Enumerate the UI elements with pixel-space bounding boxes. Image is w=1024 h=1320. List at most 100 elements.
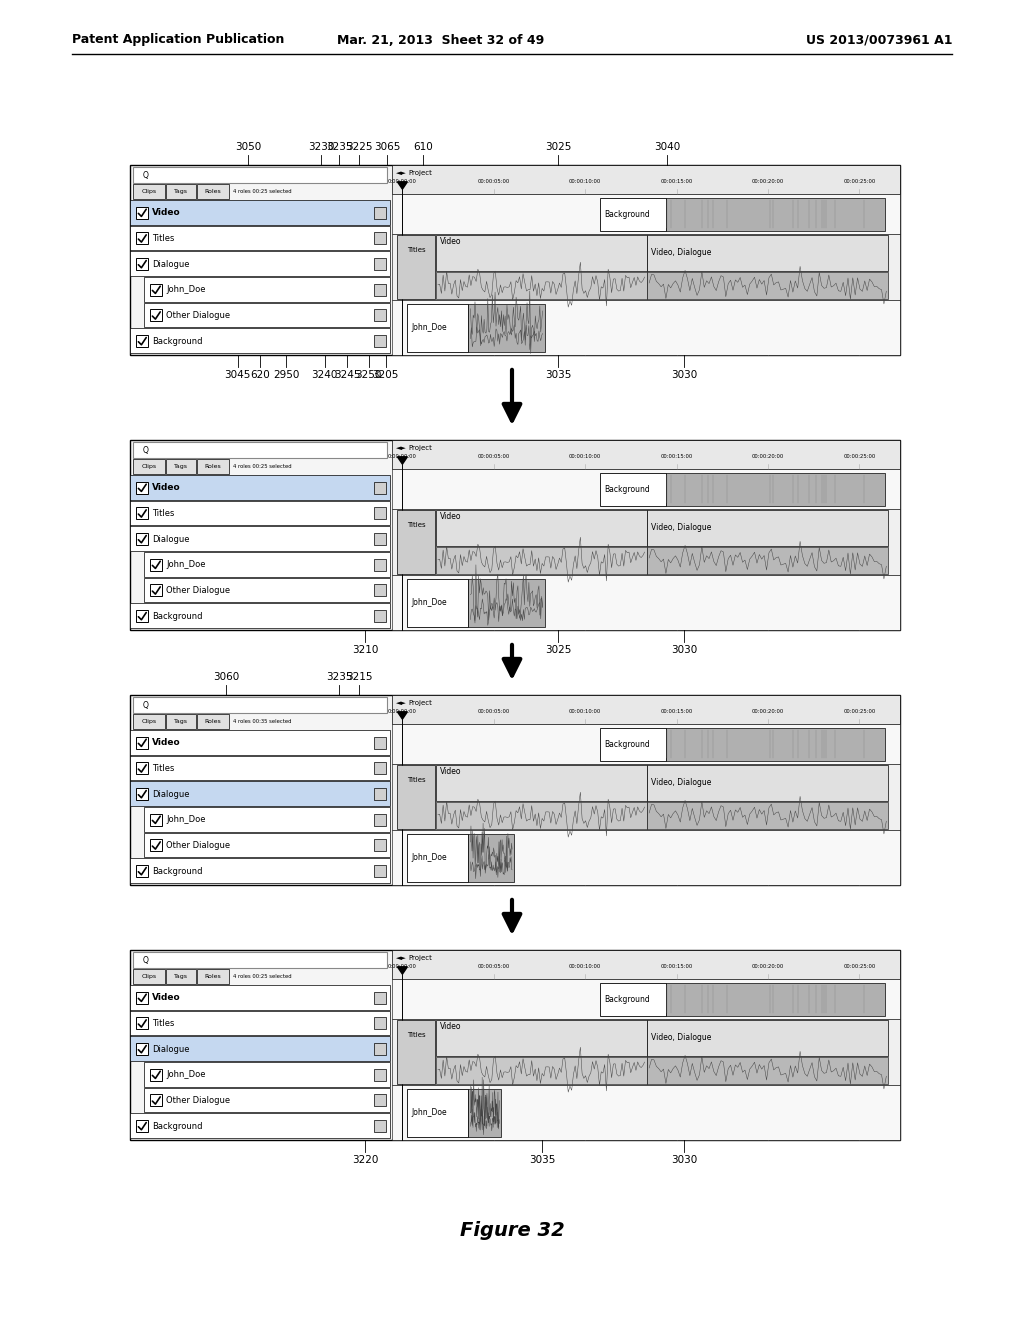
Bar — [136, 259, 148, 271]
Bar — [392, 764, 900, 830]
Text: Titles: Titles — [408, 777, 426, 784]
Bar — [136, 865, 148, 878]
Bar — [392, 194, 900, 234]
Bar — [374, 840, 386, 851]
Bar — [150, 1069, 162, 1081]
Text: Video: Video — [440, 767, 462, 776]
Text: 00:00:15:00: 00:00:15:00 — [660, 709, 692, 714]
Bar — [397, 766, 435, 829]
Bar — [392, 696, 900, 725]
Bar — [130, 730, 390, 755]
Bar — [436, 1057, 646, 1084]
Bar — [600, 727, 667, 760]
Bar — [133, 459, 165, 474]
Text: Background: Background — [152, 337, 203, 346]
Text: Background: Background — [152, 1122, 203, 1131]
Bar — [197, 185, 229, 199]
Text: 3035: 3035 — [545, 370, 571, 380]
Bar — [468, 834, 514, 882]
Text: John_Doe: John_Doe — [412, 598, 447, 607]
Bar — [136, 207, 148, 219]
Bar — [150, 558, 162, 570]
Text: John_Doe: John_Doe — [166, 560, 206, 569]
Bar — [392, 950, 900, 979]
Bar — [166, 714, 196, 729]
Text: Mar. 21, 2013  Sheet 32 of 49: Mar. 21, 2013 Sheet 32 of 49 — [337, 33, 544, 46]
Text: US 2013/0073961 A1: US 2013/0073961 A1 — [806, 33, 952, 46]
Text: 3250: 3250 — [355, 370, 382, 380]
Bar — [130, 1036, 390, 1061]
Bar — [374, 788, 386, 800]
Bar — [136, 1043, 148, 1055]
Bar — [647, 272, 889, 300]
Text: Background: Background — [604, 484, 650, 494]
Bar — [136, 1121, 148, 1133]
Bar — [136, 610, 148, 622]
Bar — [136, 737, 148, 748]
Text: 00:00:05:00: 00:00:05:00 — [477, 709, 510, 714]
Text: Other Dialogue: Other Dialogue — [166, 586, 230, 595]
Bar — [468, 1089, 502, 1137]
Bar — [130, 226, 390, 251]
Text: Video: Video — [152, 738, 180, 747]
Bar — [392, 234, 900, 301]
Text: ◄►: ◄► — [396, 170, 407, 177]
Bar — [374, 207, 386, 219]
Text: 3025: 3025 — [545, 143, 571, 152]
Bar — [130, 755, 390, 780]
Bar — [392, 1085, 900, 1140]
Text: Q: Q — [143, 956, 148, 965]
Bar — [130, 527, 390, 550]
Text: Project: Project — [409, 170, 432, 177]
Bar — [150, 284, 162, 296]
Text: 3050: 3050 — [234, 143, 261, 152]
Text: 00:00:05:00: 00:00:05:00 — [477, 964, 510, 969]
Bar — [667, 727, 885, 760]
Bar — [150, 814, 162, 826]
Text: 00:00:15:00: 00:00:15:00 — [660, 454, 692, 458]
Text: Video: Video — [152, 209, 180, 218]
Text: Titles: Titles — [408, 1032, 426, 1039]
Text: 4 roles 00:25 selected: 4 roles 00:25 selected — [233, 189, 292, 194]
Bar — [166, 459, 196, 474]
Bar — [374, 232, 386, 244]
Text: Other Dialogue: Other Dialogue — [166, 841, 230, 850]
Text: Clips: Clips — [141, 465, 157, 469]
Text: 3035: 3035 — [528, 1155, 555, 1166]
Text: Video, Dialogue: Video, Dialogue — [651, 777, 712, 787]
Bar — [468, 578, 545, 627]
Bar — [144, 277, 390, 302]
Bar — [600, 198, 667, 231]
Bar — [374, 1121, 386, 1133]
Text: ◄►: ◄► — [396, 445, 407, 451]
Bar — [600, 982, 667, 1015]
Text: 00:00:25:00: 00:00:25:00 — [843, 964, 876, 969]
Text: 00:00:10:00: 00:00:10:00 — [569, 454, 601, 458]
Text: 3225: 3225 — [346, 143, 373, 152]
Text: Roles: Roles — [205, 719, 221, 725]
Text: 0:00:00:00: 0:00:00:00 — [388, 964, 417, 969]
Bar — [374, 585, 386, 597]
Text: Titles: Titles — [152, 510, 174, 517]
Text: Video: Video — [440, 512, 462, 521]
Text: Video, Dialogue: Video, Dialogue — [651, 1034, 712, 1041]
Text: 4 roles 00:35 selected: 4 roles 00:35 selected — [233, 719, 292, 725]
Text: Other Dialogue: Other Dialogue — [166, 312, 230, 319]
Bar — [197, 459, 229, 474]
Bar — [136, 1018, 148, 1030]
Text: Background: Background — [604, 739, 650, 748]
Text: Dialogue: Dialogue — [152, 789, 189, 799]
Bar — [130, 858, 390, 883]
Bar — [150, 585, 162, 597]
Text: 3065: 3065 — [374, 143, 400, 152]
Bar — [374, 610, 386, 622]
Bar — [647, 1057, 889, 1084]
Bar — [130, 985, 390, 1010]
Text: 00:00:25:00: 00:00:25:00 — [843, 178, 876, 183]
Text: 0:00:00:00: 0:00:00:00 — [388, 454, 417, 458]
Bar — [133, 952, 387, 968]
Bar — [374, 737, 386, 748]
Bar — [408, 1089, 468, 1137]
Text: 00:00:15:00: 00:00:15:00 — [660, 964, 692, 969]
Bar — [136, 335, 148, 347]
